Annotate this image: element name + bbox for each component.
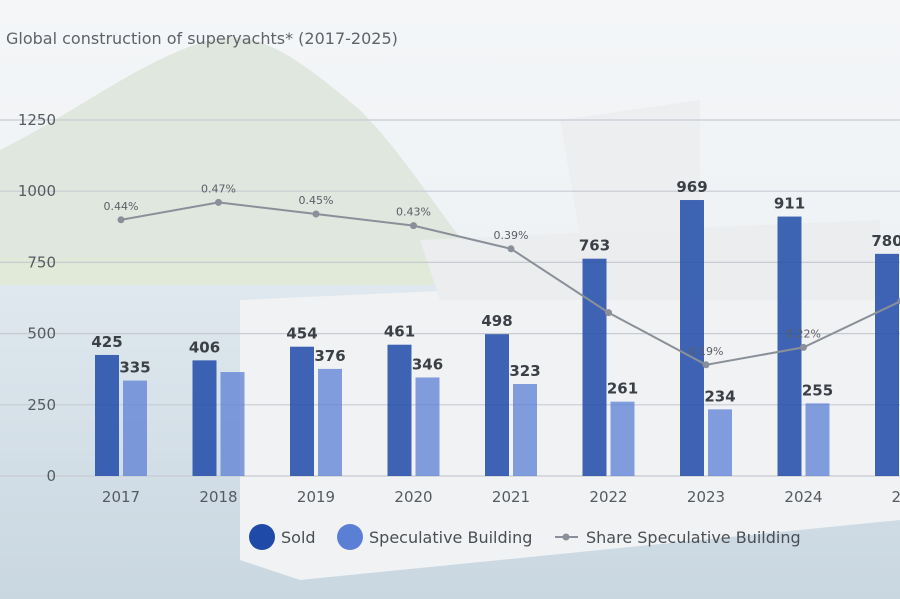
data-label-speculative: 335 <box>119 359 150 377</box>
x-tick-label: 2021 <box>492 488 530 506</box>
share-point <box>117 216 125 224</box>
data-label-share: 0.22% <box>786 327 821 340</box>
bar-sold <box>192 360 217 476</box>
data-label-sold: 911 <box>774 195 805 213</box>
data-label-sold: 763 <box>579 237 610 255</box>
data-label-share: 0.39% <box>494 229 529 242</box>
share-point <box>215 198 222 206</box>
share-line <box>117 198 900 369</box>
data-label-share: 0.44% <box>104 200 139 213</box>
data-label-share: 0.19% <box>689 345 724 358</box>
bar-speculative <box>610 401 635 476</box>
x-tick-label: 2017 <box>102 488 140 506</box>
bar-speculative <box>123 380 147 476</box>
bar-speculative <box>805 403 830 476</box>
data-label-sold: 498 <box>481 312 512 330</box>
x-tick-label: 2020 <box>394 488 432 506</box>
bar-sold <box>95 354 119 476</box>
y-tick-label: 1250 <box>18 111 56 129</box>
x-tick-label: 2024 <box>784 488 822 506</box>
share-point <box>800 343 807 351</box>
x-tick-label: 2022 <box>589 488 627 506</box>
x-tick-label: 2018 <box>199 488 237 506</box>
x-tick-label: 20 <box>891 488 900 506</box>
y-tick-label: 250 <box>27 396 56 414</box>
x-axis-labels: 2017 2018 2019 2020 2021 2022 2023 2024 20 <box>102 488 900 506</box>
legend-label-speculative: Speculative Building <box>369 528 532 547</box>
bar-sold <box>680 200 704 476</box>
bar-speculative <box>318 368 342 476</box>
legend-label-sold: Sold <box>281 528 316 547</box>
legend: Sold Speculative Building Share Speculativ… <box>249 524 801 550</box>
data-label-speculative: 261 <box>607 380 638 398</box>
bar-sold <box>485 334 509 476</box>
x-tick-label: 2023 <box>687 488 725 506</box>
legend-swatch-share-point <box>562 533 570 541</box>
data-label-speculative: 346 <box>412 355 443 373</box>
share-point <box>897 297 900 305</box>
share-point <box>702 361 710 369</box>
data-label-speculative: 376 <box>314 347 345 365</box>
legend-swatch-sold <box>249 524 275 550</box>
data-label-speculative: 255 <box>802 381 833 399</box>
y-axis-ticks: 0 250 500 750 1000 1250 <box>18 111 56 485</box>
data-label-sold: 780 <box>871 232 900 250</box>
bar-speculative <box>415 377 440 476</box>
data-label-speculative: 234 <box>704 387 735 405</box>
bar-speculative <box>220 372 245 476</box>
bar-speculative <box>708 409 732 476</box>
y-tick-label: 750 <box>27 253 56 271</box>
share-point <box>605 309 612 317</box>
chart-title: Global construction of superyachts* (201… <box>6 29 398 48</box>
bar-sold <box>582 258 607 476</box>
legend-swatch-speculative <box>337 524 363 550</box>
data-label-share: 0.47% <box>201 182 236 195</box>
data-label-speculative: 323 <box>509 362 540 380</box>
x-tick-label: 2019 <box>297 488 335 506</box>
data-label-sold: 461 <box>384 323 415 341</box>
legend-label-share: Share Speculative Building <box>586 528 801 547</box>
y-tick-label: 1000 <box>18 182 56 200</box>
share-point <box>410 222 417 230</box>
data-label-sold: 425 <box>91 333 122 351</box>
bar-sold <box>387 344 412 476</box>
bar-speculative <box>513 384 537 476</box>
bar-sold <box>290 346 314 476</box>
data-label-sold: 454 <box>286 325 317 343</box>
share-point <box>312 210 320 218</box>
gridlines <box>0 119 900 477</box>
yacht-mast-shape <box>560 100 700 235</box>
data-label-sold: 406 <box>189 338 220 356</box>
yacht-deck-shape <box>420 220 880 300</box>
mountain-shape <box>0 37 470 290</box>
bars <box>95 200 899 477</box>
share-point <box>507 245 515 253</box>
data-label-share: 0.45% <box>299 194 334 207</box>
bar-sold <box>777 216 802 477</box>
data-label-sold: 969 <box>676 178 707 196</box>
value-labels: 425 335 406 454 376 461 346 498 323 763 261 969 234 9… <box>91 178 900 405</box>
bar-sold <box>875 253 899 476</box>
data-label-share: 0.43% <box>396 206 431 219</box>
y-tick-label: 500 <box>27 325 56 343</box>
y-tick-label: 0 <box>46 467 56 485</box>
